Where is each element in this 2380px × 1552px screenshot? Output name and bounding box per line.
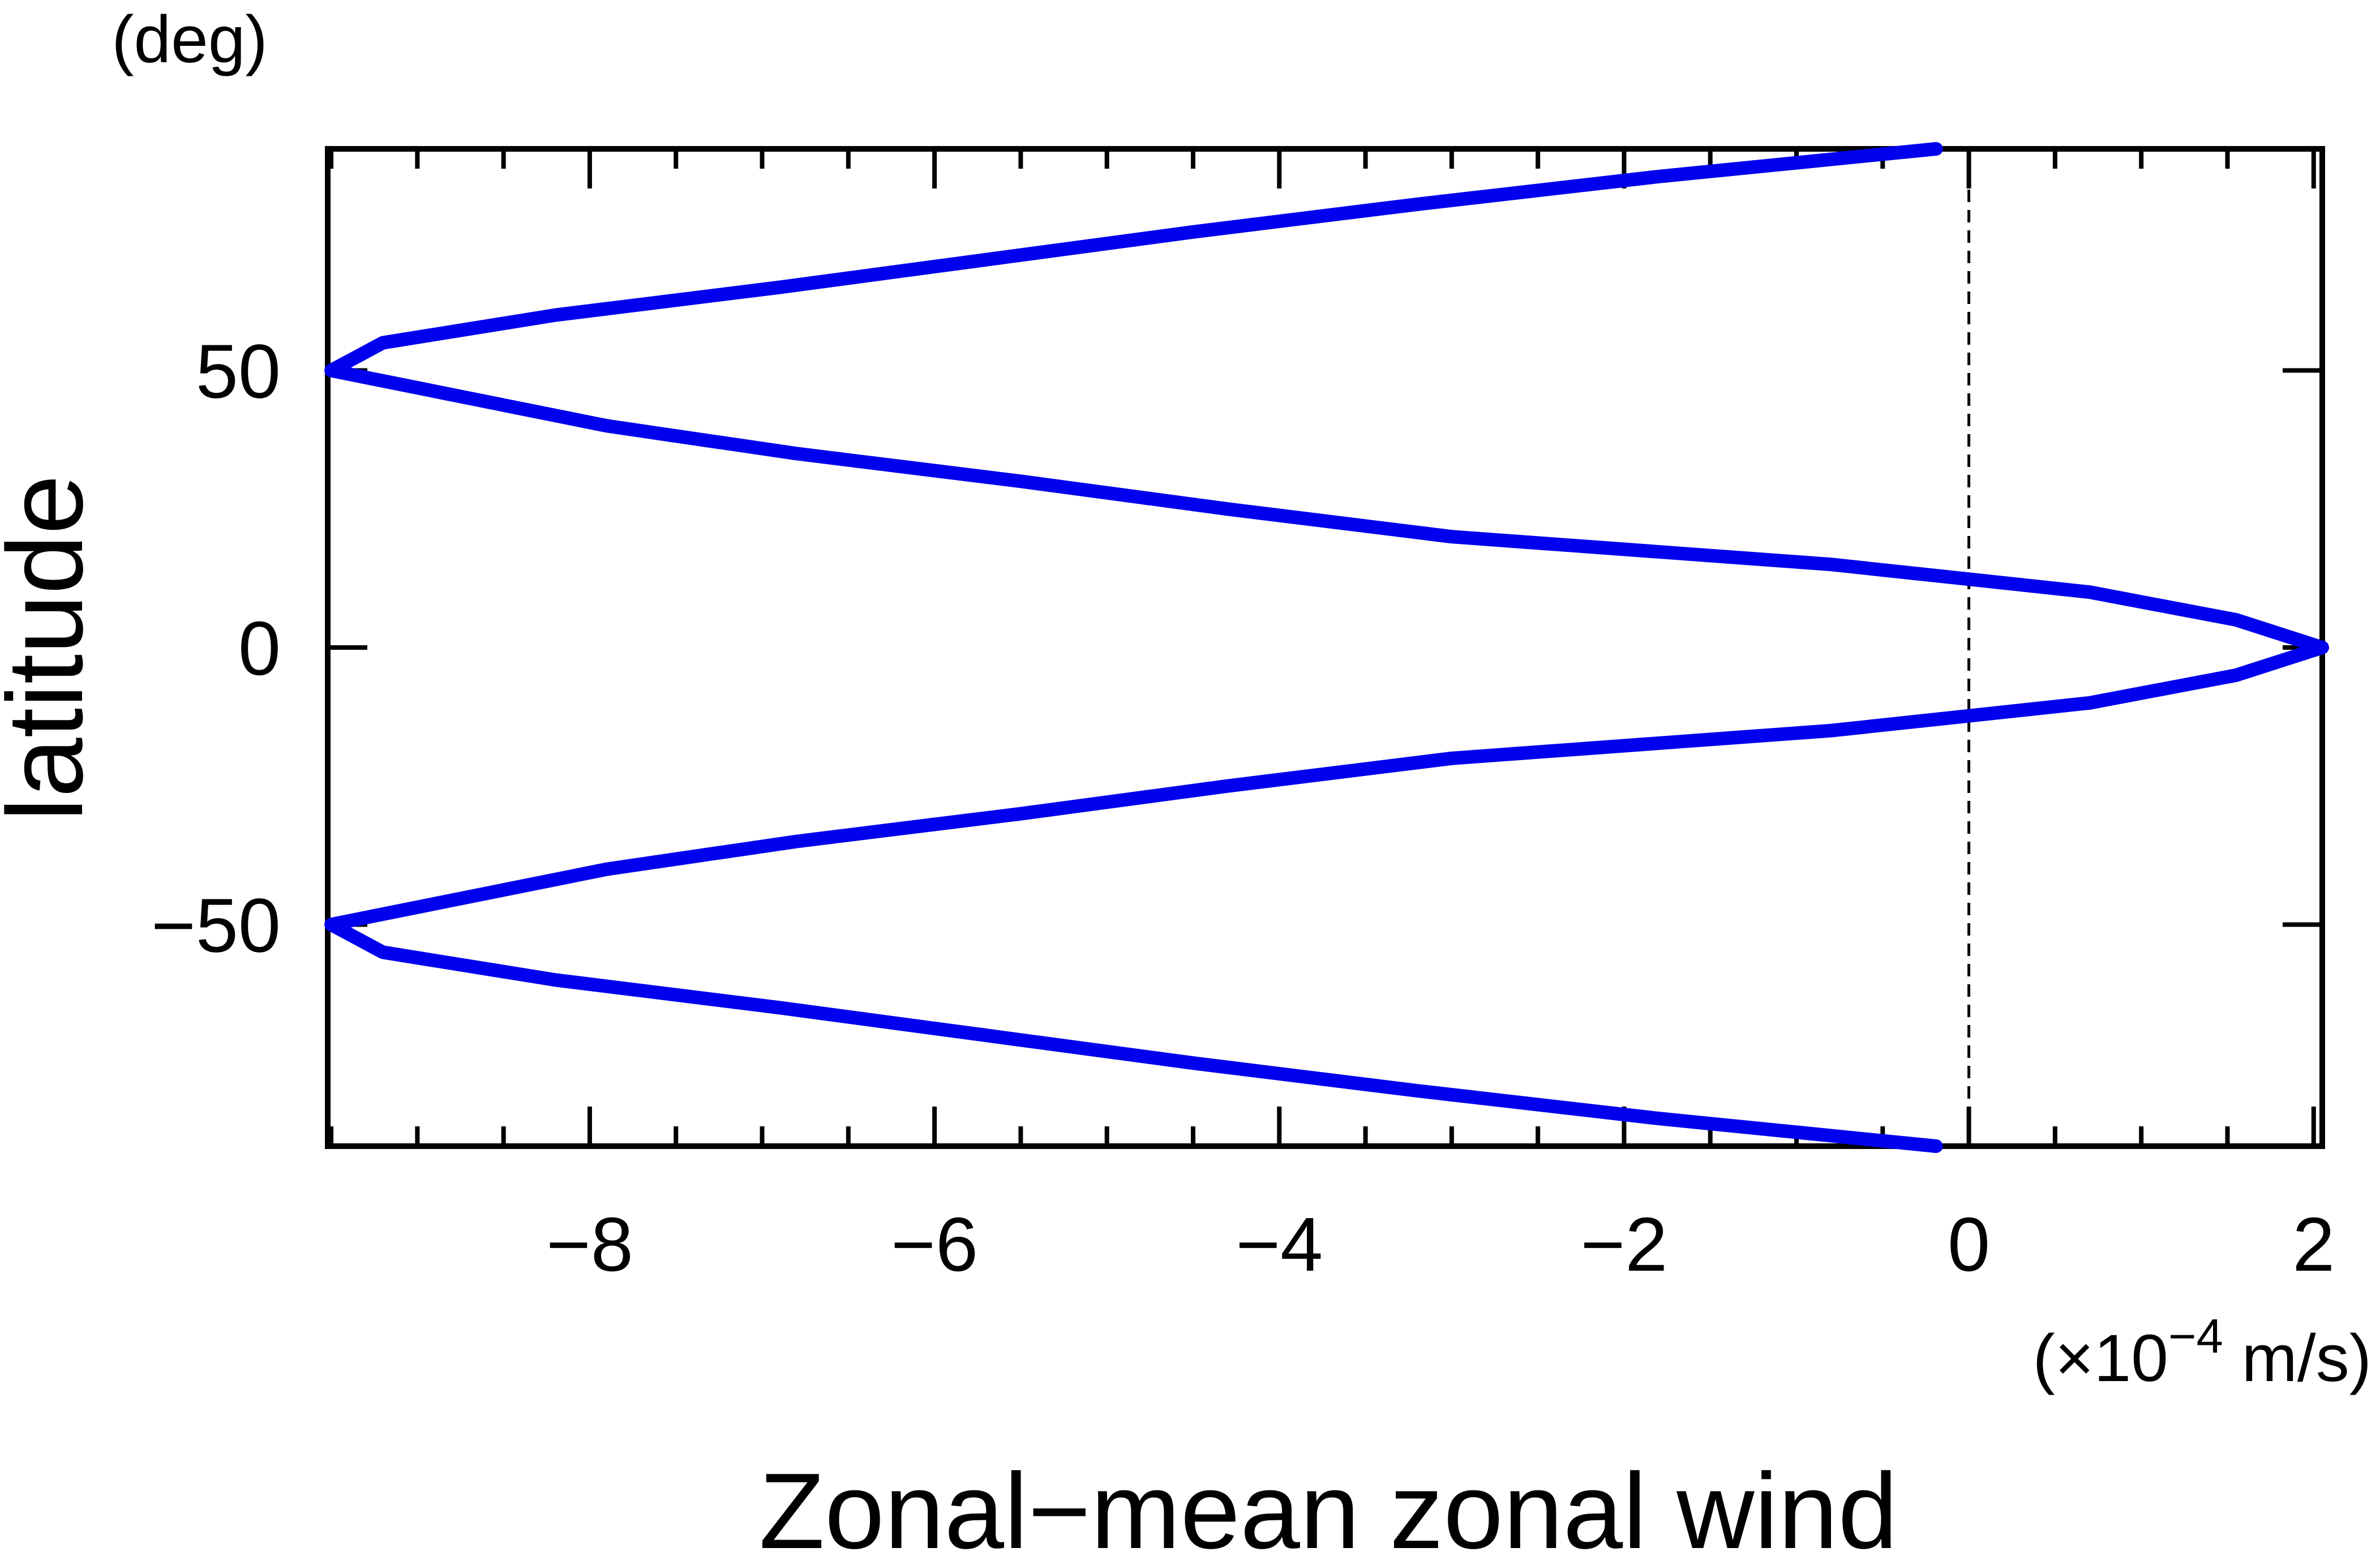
x-tick-label: −4 bbox=[1236, 1202, 1323, 1287]
x-unit: (×10−4 m/s) bbox=[2032, 1310, 2372, 1396]
y-tick-label: 50 bbox=[196, 329, 281, 414]
x-axis-title: Zonal−mean zonal wind bbox=[759, 1451, 1898, 1552]
x-tick-label: −6 bbox=[891, 1202, 978, 1287]
x-unit-prefix: (×10 bbox=[2032, 1321, 2168, 1396]
x-tick-label: −8 bbox=[546, 1202, 633, 1287]
x-unit-suffix: m/s) bbox=[2223, 1321, 2372, 1396]
x-tick-label: −2 bbox=[1580, 1202, 1667, 1287]
x-unit-exponent: −4 bbox=[2168, 1310, 2223, 1364]
y-tick-label: −50 bbox=[151, 882, 281, 968]
x-tick-label: 0 bbox=[1948, 1202, 1990, 1287]
data-line bbox=[324, 142, 2329, 1153]
plot-frame bbox=[325, 146, 2325, 1149]
x-tick-label: 2 bbox=[2292, 1202, 2335, 1287]
y-axis-title: latitude bbox=[0, 475, 105, 822]
y-tick-label: 0 bbox=[238, 606, 281, 691]
y-unit: (deg) bbox=[112, 2, 267, 77]
